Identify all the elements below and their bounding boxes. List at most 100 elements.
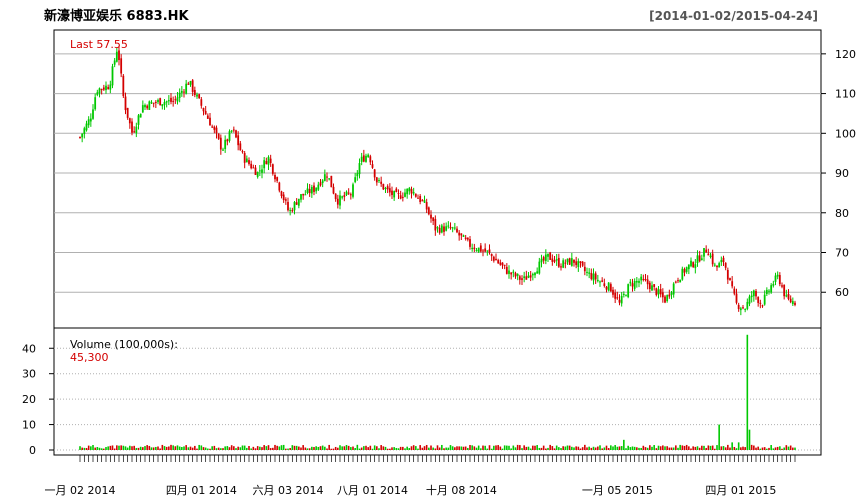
- candle-body: [521, 278, 523, 280]
- volume-bar: [265, 446, 268, 450]
- volume-bar: [638, 447, 640, 450]
- volume-bar: [685, 444, 688, 450]
- volume-bar: [584, 444, 586, 450]
- volume-bar: [521, 448, 523, 450]
- volume-bar: [124, 446, 127, 450]
- candle-body: [408, 188, 411, 192]
- volume-bar: [415, 446, 417, 450]
- volume-bar: [605, 445, 608, 450]
- candle-body: [219, 137, 222, 150]
- candle-body: [581, 261, 584, 266]
- candle-body: [707, 253, 710, 256]
- candle-body: [629, 281, 632, 284]
- candle-body: [202, 108, 205, 112]
- last-price-label: Last 57.55: [70, 38, 128, 51]
- volume-bar: [692, 446, 694, 450]
- candle-body: [497, 260, 500, 264]
- candle-body: [122, 75, 125, 96]
- candle-body: [248, 160, 250, 164]
- volume-bar: [412, 445, 415, 450]
- candle-body: [718, 263, 721, 268]
- candle-body: [224, 139, 227, 149]
- candle-body: [349, 194, 352, 196]
- volume-bar: [575, 446, 577, 450]
- volume-bar: [594, 447, 597, 450]
- date-tick-label: 一月 02 2014: [45, 484, 116, 497]
- candle-body: [464, 237, 467, 239]
- candle-body: [627, 284, 630, 298]
- volume-bar: [579, 448, 582, 450]
- volume-bar: [161, 444, 164, 450]
- candle-body: [306, 188, 309, 193]
- candle-body: [456, 228, 458, 233]
- candle-body: [204, 110, 207, 115]
- volume-bar: [512, 445, 515, 450]
- candle-body: [720, 259, 723, 263]
- volume-bar: [640, 447, 642, 450]
- volume-bar: [425, 444, 428, 450]
- candle-body: [352, 184, 354, 197]
- candle-body: [499, 262, 502, 265]
- volume-bar: [477, 445, 480, 450]
- volume-bar: [683, 445, 686, 450]
- volume-bar: [540, 447, 543, 450]
- volume-bar: [662, 445, 664, 450]
- candle-body: [120, 58, 123, 74]
- volume-bar: [324, 446, 326, 450]
- volume-bar: [629, 447, 632, 450]
- volume-axis: 0 10 20 30 40: [22, 342, 54, 457]
- candle-body: [670, 292, 673, 295]
- candle-body: [644, 278, 647, 281]
- price-tick-label: 110: [835, 88, 856, 101]
- volume-bar: [222, 448, 224, 450]
- volume-bar: [620, 446, 623, 450]
- volume-bar: [107, 446, 109, 450]
- volume-bar: [538, 447, 541, 450]
- volume-bar: [523, 445, 525, 450]
- volume-bar: [532, 445, 534, 450]
- volume-bar: [389, 448, 391, 450]
- volume-bar: [139, 446, 142, 450]
- candle-body: [737, 304, 740, 310]
- candle-body: [742, 307, 744, 309]
- candle-body: [356, 173, 359, 177]
- volume-bar: [382, 446, 385, 450]
- volume-bar: [196, 448, 198, 450]
- price-candles: [79, 45, 796, 316]
- candle-body: [358, 163, 361, 175]
- volume-bar: [763, 447, 766, 450]
- candle-body: [631, 283, 634, 287]
- volume-bar: [525, 446, 528, 450]
- volume-bar: [198, 444, 200, 450]
- volume-bar: [774, 447, 777, 450]
- volume-bar: [720, 446, 723, 450]
- candle-body: [330, 175, 333, 188]
- candle-body: [425, 202, 428, 210]
- candle-body: [460, 233, 463, 236]
- candle-body: [479, 245, 482, 252]
- volume-bar: [655, 448, 658, 450]
- volume-bar: [475, 447, 478, 450]
- volume-bar: [94, 447, 96, 450]
- volume-bar: [367, 447, 369, 450]
- candle-body: [685, 267, 688, 272]
- candle-body: [547, 253, 549, 257]
- volume-bar: [144, 446, 146, 450]
- volume-bar: [588, 446, 590, 450]
- candle-body: [716, 265, 718, 268]
- volume-bar: [98, 447, 101, 450]
- candle-body: [310, 186, 313, 194]
- candle-body: [360, 156, 363, 162]
- volume-last-value: 45,300: [70, 351, 109, 364]
- candle-body: [304, 194, 307, 196]
- volume-bar: [623, 439, 625, 450]
- candle-body: [367, 154, 370, 158]
- candle-body: [83, 128, 86, 135]
- candle-body: [531, 273, 534, 276]
- candle-body: [434, 218, 437, 231]
- candle-body: [679, 279, 682, 283]
- candle-body: [128, 118, 131, 124]
- volume-bar: [460, 446, 463, 450]
- candle-body: [118, 50, 120, 61]
- volume-bar: [601, 448, 603, 450]
